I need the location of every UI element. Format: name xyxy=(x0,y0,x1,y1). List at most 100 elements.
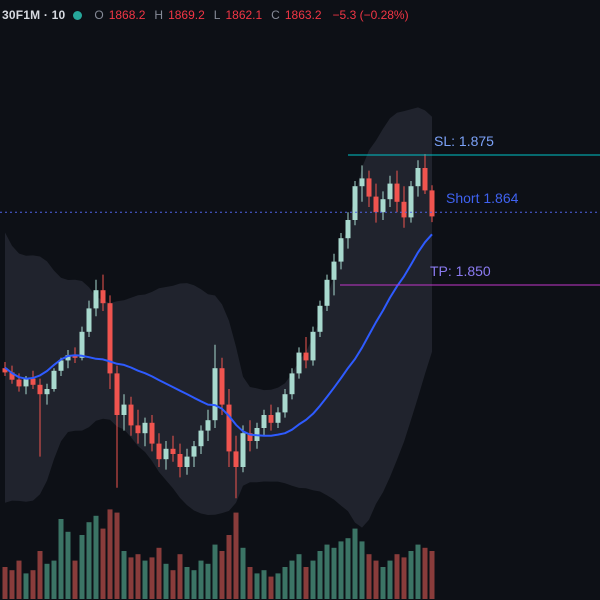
candle-body xyxy=(240,433,246,467)
candle-body xyxy=(338,238,344,262)
candle-body xyxy=(282,394,288,413)
volume-bar xyxy=(170,570,176,599)
volume-bar xyxy=(233,512,239,599)
candle-body xyxy=(261,415,267,428)
candle-body xyxy=(422,168,428,191)
candle-body xyxy=(2,368,8,373)
candle-body xyxy=(429,190,435,217)
candle-body xyxy=(107,303,113,374)
candle-body xyxy=(135,425,141,434)
volume-bar xyxy=(247,567,253,599)
candle-body xyxy=(387,183,393,200)
candle-body xyxy=(44,389,50,395)
candle-body xyxy=(268,415,274,423)
series-marker-icon xyxy=(73,10,83,20)
symbol-title[interactable]: 30F1M · 10 xyxy=(2,8,66,22)
volume-bar xyxy=(401,557,407,599)
volume-bar xyxy=(240,547,246,599)
volume-bar xyxy=(261,570,267,599)
volume-bar xyxy=(2,567,8,599)
chart-legend: 30F1M · 10 O 1868.2 H 1869.2 L 1862.1 C … xyxy=(2,8,409,22)
volume-bar xyxy=(366,554,372,599)
volume-bar xyxy=(324,544,330,599)
volume-bar xyxy=(9,570,15,599)
volume-bar xyxy=(107,509,113,599)
candle-body xyxy=(128,404,134,426)
candle-body xyxy=(163,448,169,460)
volume-bar xyxy=(163,563,169,599)
candle-body xyxy=(317,305,323,332)
candle-body xyxy=(170,448,176,454)
volume-bar xyxy=(205,563,211,599)
open-value: 1868.2 xyxy=(108,8,146,22)
volume-bar xyxy=(219,551,225,599)
candle-body xyxy=(303,352,309,361)
volume-bar xyxy=(359,541,365,599)
volume-bar xyxy=(93,515,99,599)
candle-body xyxy=(289,373,295,395)
volume-bar xyxy=(310,560,316,599)
volume-bar xyxy=(44,563,50,599)
volume-bar xyxy=(429,551,435,599)
volume-bar xyxy=(121,551,127,599)
low-label: L xyxy=(213,8,221,22)
candle-body xyxy=(212,368,218,421)
volume-bar xyxy=(275,573,281,599)
candle-body xyxy=(65,355,71,361)
candle-body xyxy=(191,446,197,457)
volume-bar xyxy=(149,557,155,599)
volume-bar xyxy=(415,544,421,599)
low-value: 1862.1 xyxy=(225,8,263,22)
candle-body xyxy=(156,443,162,460)
volume-bar xyxy=(303,567,309,599)
candle-body xyxy=(366,178,372,197)
candle-body xyxy=(408,186,414,218)
candle-body xyxy=(86,308,92,332)
volume-bar xyxy=(191,570,197,599)
candle-body xyxy=(198,430,204,447)
volume-bar xyxy=(72,560,78,599)
candle-body xyxy=(380,199,386,213)
volume-bar xyxy=(408,551,414,599)
volume-bar xyxy=(289,560,295,599)
candle-body xyxy=(51,370,57,389)
candle-body xyxy=(247,433,253,441)
volume-bar xyxy=(345,538,351,599)
level-label-tp[interactable]: TP: 1.850 xyxy=(430,263,491,279)
volume-bar xyxy=(422,547,428,599)
volume-bar xyxy=(373,560,379,599)
candle-body xyxy=(121,404,127,415)
volume-bar xyxy=(37,551,43,599)
candle-body xyxy=(79,331,85,358)
volume-bar xyxy=(51,560,57,599)
volume-bar xyxy=(282,567,288,599)
volume-bar xyxy=(79,535,85,599)
level-label-sl[interactable]: SL: 1.875 xyxy=(434,133,494,149)
candle-body xyxy=(30,378,36,385)
level-label-short[interactable]: Short 1.864 xyxy=(446,190,519,206)
volume-bar xyxy=(65,531,71,599)
volume-bar xyxy=(352,528,358,599)
candle-body xyxy=(226,404,232,452)
candle-body xyxy=(16,379,22,387)
volume-bar xyxy=(380,567,386,599)
volume-bar xyxy=(394,554,400,599)
candle-body xyxy=(114,373,120,415)
volume-bar xyxy=(184,567,190,599)
candle-body xyxy=(219,368,225,405)
bollinger-band xyxy=(5,107,432,528)
candle-body xyxy=(184,456,190,467)
candle-body xyxy=(93,290,99,309)
candle-body xyxy=(345,220,351,239)
candles-layer xyxy=(2,154,435,499)
volume-bar xyxy=(268,576,274,599)
volume-bar xyxy=(23,573,29,599)
candle-body xyxy=(9,372,15,380)
volume-bar xyxy=(100,528,106,599)
volume-bar xyxy=(212,544,218,599)
candle-body xyxy=(331,261,337,280)
candle-body xyxy=(177,454,183,467)
candle-body xyxy=(310,331,316,361)
volume-bar xyxy=(177,554,183,599)
